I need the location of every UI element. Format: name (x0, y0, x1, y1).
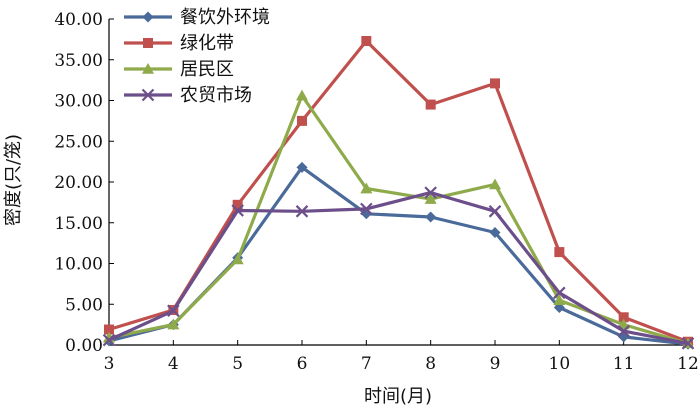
y-tick-label: 40.00 (54, 10, 103, 30)
data-point (553, 286, 566, 300)
data-point (618, 312, 629, 323)
legend-swatch-marker (143, 38, 153, 48)
x-tick-label: 5 (232, 354, 243, 374)
legend-swatch-marker (141, 88, 155, 102)
series-line (108, 39, 689, 344)
x-tick-label: 7 (361, 354, 372, 374)
legend-item: 绿化带 (124, 33, 234, 54)
data-point (424, 186, 437, 199)
data-point (167, 318, 180, 330)
y-tick-label: 10.00 (54, 255, 103, 275)
data-point (231, 204, 244, 217)
axes: 0.00 5.00 10.00 15.00 20.00 25.00 30.00 35.00 40… (54, 10, 698, 374)
data-point (295, 205, 309, 218)
legend-swatch-marker (142, 63, 154, 74)
data-point (617, 324, 630, 338)
x-tick-label: 11 (613, 354, 635, 374)
y-tick-label: 35.00 (54, 51, 103, 71)
series-2 (104, 36, 693, 347)
legend-item: 农贸市场 (124, 85, 252, 106)
data-point (231, 253, 244, 265)
data-point (425, 211, 437, 223)
legend-item: 居民区 (124, 59, 234, 80)
data-point (425, 99, 436, 110)
y-tick-label: 15.00 (54, 214, 103, 234)
data-point (167, 304, 180, 318)
x-tick-label: 9 (490, 354, 501, 374)
x-axis-title: 时间(月) (364, 386, 432, 407)
legend-swatch-marker (142, 11, 154, 23)
data-point (297, 115, 307, 126)
series-layer (102, 36, 695, 350)
data-point (232, 199, 243, 210)
x-tick-label: 6 (297, 354, 308, 374)
y-tick-label: 5.00 (65, 295, 103, 315)
data-point (104, 324, 114, 335)
series-line (108, 191, 689, 345)
data-point (360, 182, 373, 194)
data-point (553, 294, 566, 305)
data-point (554, 247, 565, 258)
data-point (681, 337, 695, 350)
legend-label: 绿化带 (180, 33, 234, 54)
series-4 (102, 186, 695, 350)
x-tick-label: 4 (168, 354, 179, 374)
data-point (489, 178, 501, 190)
data-point (296, 161, 308, 173)
legend-item: 餐饮外环境 (124, 7, 270, 28)
data-point (489, 227, 501, 239)
data-point (102, 333, 116, 347)
x-tick-label: 3 (104, 354, 115, 374)
y-tick-label: 25.00 (54, 132, 103, 152)
series-line (108, 93, 689, 345)
data-point (424, 193, 437, 204)
x-tick-label: 10 (549, 354, 571, 374)
x-tick-label: 12 (677, 354, 699, 374)
data-point (360, 202, 373, 216)
data-point (488, 205, 502, 218)
y-axis-title: 密度(只/笼) (3, 134, 24, 226)
series-3 (103, 89, 694, 349)
x-tick-label: 8 (425, 354, 436, 374)
y-tick-label: 0.00 (65, 336, 103, 356)
y-tick-label: 20.00 (54, 173, 103, 193)
y-tick-label: 30.00 (54, 92, 103, 112)
legend-label: 农贸市场 (180, 85, 252, 106)
legend-label: 餐饮外环境 (180, 7, 270, 28)
data-point (490, 78, 500, 89)
data-point (296, 89, 308, 101)
data-point (361, 36, 372, 47)
legend-label: 居民区 (180, 59, 234, 80)
